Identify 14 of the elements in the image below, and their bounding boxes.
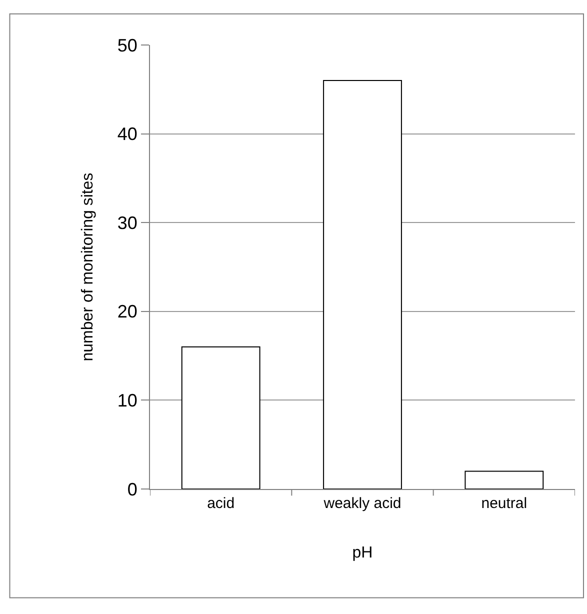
x-tick-label: neutral <box>481 495 528 512</box>
bar <box>181 346 260 489</box>
y-tick-label: 30 <box>117 212 138 233</box>
bar <box>323 80 402 489</box>
x-axis-title: pH <box>352 544 373 562</box>
y-tick-label: 0 <box>127 479 138 500</box>
x-tick-label: acid <box>207 495 235 512</box>
y-axis-title: number of monitoring sites <box>79 172 96 362</box>
y-tick-label: 40 <box>117 124 138 144</box>
y-tick-label: 20 <box>117 302 138 322</box>
y-tick-label: 50 <box>117 35 138 56</box>
y-tick-label: 10 <box>117 390 138 410</box>
bar <box>464 470 544 489</box>
x-tick-label: weakly acid <box>322 495 402 512</box>
